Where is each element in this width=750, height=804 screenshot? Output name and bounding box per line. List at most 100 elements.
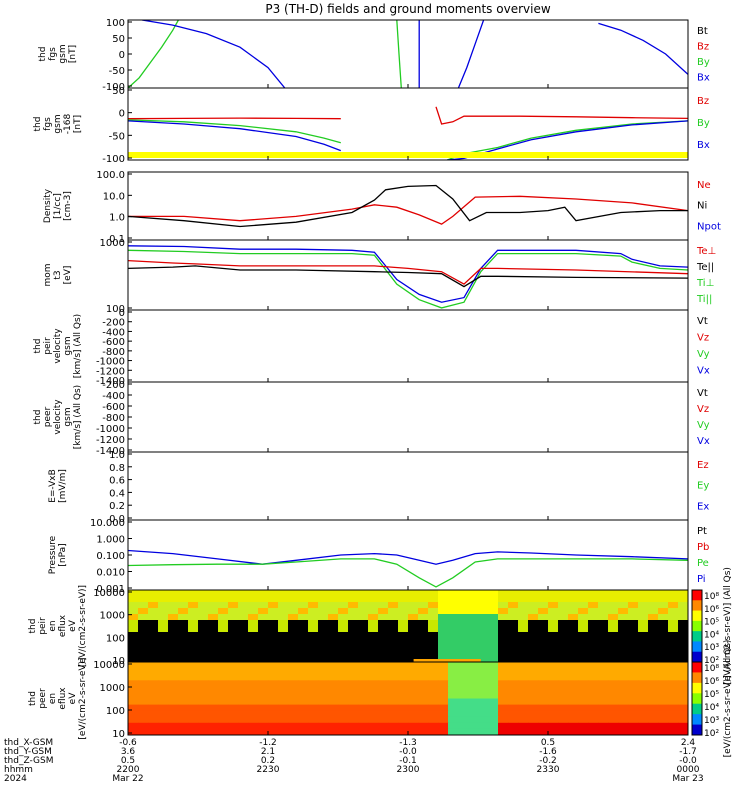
spectrogram-cell xyxy=(628,638,639,645)
spectrogram-cell xyxy=(128,650,139,657)
spectrogram-cell xyxy=(388,698,399,706)
spectrogram-cell xyxy=(408,626,419,633)
spectrogram-cell xyxy=(128,632,139,639)
y-axis-label: thd xyxy=(28,691,38,706)
spectrogram-cell xyxy=(398,698,409,706)
spectrogram-cell xyxy=(508,722,519,730)
spectrogram-cell xyxy=(628,728,639,735)
spectrogram-cell xyxy=(498,704,509,712)
series-line-ne xyxy=(128,195,688,225)
spectrogram-cell xyxy=(258,704,269,712)
spectrogram-cell xyxy=(358,650,369,657)
spectrogram-cell xyxy=(538,650,549,657)
spectrogram-cell xyxy=(328,626,339,633)
spectrogram-cell xyxy=(668,650,679,657)
y-axis-label: thd xyxy=(33,339,43,354)
y-tick-label: -1200 xyxy=(96,435,125,446)
colorbar-tick-label: 10² xyxy=(704,729,719,739)
colorbar-band xyxy=(692,714,702,726)
y-tick-label: -400 xyxy=(102,327,125,338)
spectrogram-cell xyxy=(178,704,189,712)
spectrogram-cell xyxy=(508,716,519,724)
spectrogram-cell xyxy=(138,710,149,718)
spectrogram-cell xyxy=(318,644,329,651)
spectrogram-cell xyxy=(608,608,619,615)
spectrogram-cell xyxy=(488,590,499,597)
spectrogram-cell xyxy=(378,632,389,639)
spectrogram-cell xyxy=(178,698,189,706)
spectrogram-cell xyxy=(608,632,619,639)
spectrogram-cell xyxy=(258,656,269,662)
spectrogram-cell xyxy=(628,644,639,651)
spectrogram-cell xyxy=(158,644,169,651)
spectrogram-cell xyxy=(658,674,669,681)
spectrogram-cell xyxy=(538,668,549,675)
spectrogram-cell xyxy=(288,722,299,730)
spectrogram-cell xyxy=(308,650,319,657)
spectrogram-cell xyxy=(628,692,639,700)
y-tick-label: 1.0 xyxy=(109,450,125,461)
spectrogram-cell xyxy=(228,662,239,669)
spectrogram-cell xyxy=(358,632,369,639)
spectrogram-cell xyxy=(648,662,659,669)
spectrogram-cell xyxy=(428,716,439,724)
spectrogram-cell xyxy=(198,668,209,675)
spectrogram-cell xyxy=(128,620,139,627)
spectrogram-cell xyxy=(488,662,499,669)
spectrogram-cell xyxy=(458,716,469,724)
spectrogram-cell xyxy=(618,608,629,615)
spectrogram-cell xyxy=(228,716,239,724)
y-tick-label: 100.0 xyxy=(96,170,125,181)
spectrogram-cell xyxy=(468,590,479,597)
spectrogram-cell xyxy=(208,656,219,662)
spectrogram-cell xyxy=(388,602,399,609)
spectrogram-cell xyxy=(668,596,679,603)
spectrogram-cell xyxy=(478,710,489,718)
spectrogram-cell xyxy=(338,716,349,724)
spectrogram-cell xyxy=(418,686,429,693)
spectrogram-cell xyxy=(178,638,189,645)
spectrogram-cell xyxy=(538,602,549,609)
spectrogram-cell xyxy=(618,680,629,687)
spectrogram-cell xyxy=(208,644,219,651)
spectrogram-cell xyxy=(578,716,589,724)
spectrogram-cell xyxy=(388,668,399,675)
bottom-row-value: Mar 23 xyxy=(672,774,703,784)
spectrogram-cell xyxy=(358,608,369,615)
spectrogram-cell xyxy=(628,722,639,730)
spectrogram-cell xyxy=(478,686,489,693)
spectrogram-cell xyxy=(258,614,269,621)
spectrogram-cell xyxy=(248,728,259,735)
y-axis-label: fgs xyxy=(48,47,58,61)
spectrogram-cell xyxy=(248,722,259,730)
spectrogram-cell xyxy=(518,596,529,603)
spectrogram-cell xyxy=(128,686,139,693)
spectrogram-cell xyxy=(318,656,329,662)
spectrogram-cell xyxy=(378,644,389,651)
spectrogram-cell xyxy=(168,668,179,675)
spectrogram-cell xyxy=(128,662,139,669)
spectrogram-cell xyxy=(328,608,339,615)
spectrogram-cell xyxy=(328,686,339,693)
spectrogram-cell xyxy=(418,614,429,621)
spectrogram-cell xyxy=(258,620,269,627)
spectrogram-cell xyxy=(418,620,429,627)
spectrogram-cell xyxy=(528,602,539,609)
spectrogram-cell xyxy=(358,596,369,603)
spectrogram-cell xyxy=(448,650,459,657)
spectrogram-cell xyxy=(658,716,669,724)
spectrogram-cell xyxy=(578,722,589,730)
spectrogram-cell xyxy=(378,656,389,662)
spectrogram-cell xyxy=(148,680,159,687)
spectrogram-cell xyxy=(588,632,599,639)
y-axis-label: peer xyxy=(38,688,48,709)
spectrogram-cell xyxy=(218,656,229,662)
y-axis-label: peir xyxy=(43,337,53,355)
spectrogram-cell xyxy=(478,656,489,662)
spectrogram-cell xyxy=(308,674,319,681)
spectrogram-cell xyxy=(578,656,589,662)
spectrogram-cell xyxy=(478,620,489,627)
spectrogram-cell xyxy=(378,668,389,675)
spectrogram-cell xyxy=(668,722,679,730)
spectrogram-cell xyxy=(558,710,569,718)
